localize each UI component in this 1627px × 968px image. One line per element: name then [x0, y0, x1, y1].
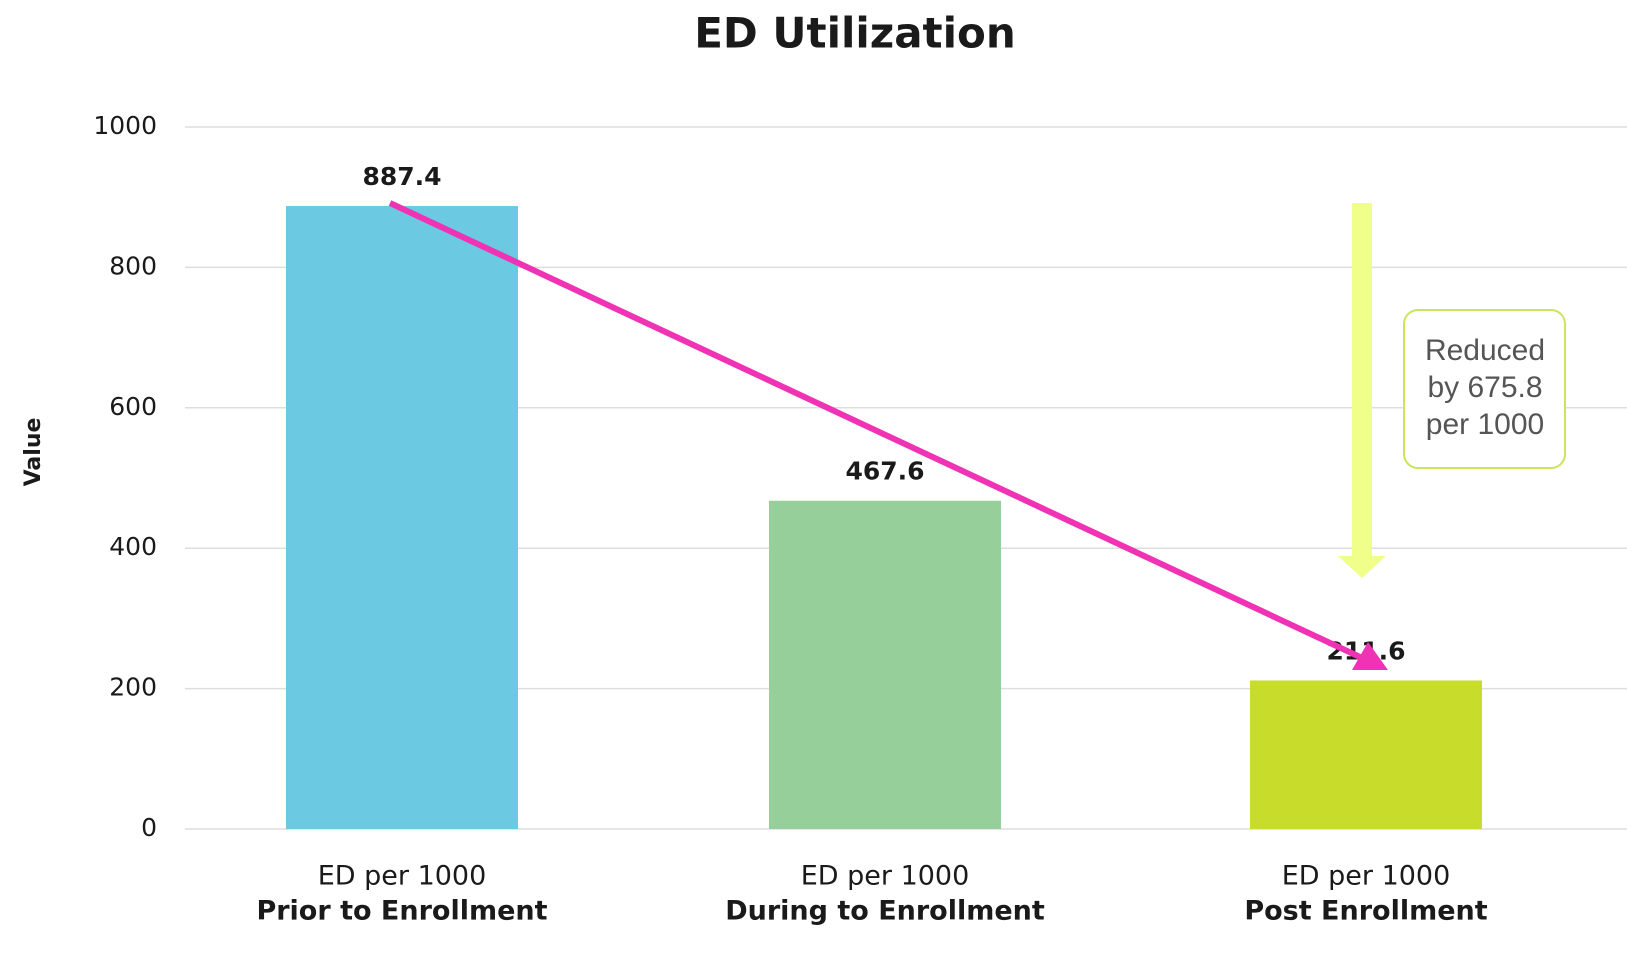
chart-title: ED Utilization	[694, 9, 1016, 58]
y-tick-label: 400	[109, 532, 157, 561]
bar	[1250, 680, 1482, 829]
x-tick-label: ED per 1000	[1282, 861, 1451, 892]
trend-arrow-head	[1352, 642, 1388, 670]
bar	[769, 500, 1001, 829]
y-tick-label: 0	[141, 813, 157, 842]
annotation-box	[1403, 309, 1566, 469]
annotation-text: Reduced	[1425, 334, 1545, 367]
x-tick-label: ED per 1000	[801, 861, 970, 892]
y-tick-label: 200	[109, 673, 157, 702]
data-label: 887.4	[362, 162, 441, 191]
x-tick-label: During to Enrollment	[725, 896, 1045, 927]
bar	[286, 206, 518, 830]
y-tick-label: 800	[109, 251, 157, 280]
annotation-text: by 675.8	[1427, 371, 1542, 404]
y-tick-label: 1000	[93, 111, 157, 140]
y-tick-label: 600	[109, 392, 157, 421]
x-tick-label: Post Enrollment	[1244, 896, 1487, 927]
reduction-arrow-head	[1338, 556, 1386, 578]
x-tick-label: Prior to Enrollment	[256, 896, 547, 927]
annotations: Reduced by 675.8 per 1000	[388, 200, 1566, 670]
annotation-text: per 1000	[1426, 408, 1544, 441]
trend-arrow	[388, 200, 1362, 660]
plot-area: 0 200 400 600 800 1000 ED per 1000 Prior to Enr…	[93, 111, 1627, 927]
y-axis-label: Value	[21, 418, 46, 487]
x-tick-label: ED per 1000	[318, 861, 487, 892]
data-label: 467.6	[845, 457, 924, 486]
